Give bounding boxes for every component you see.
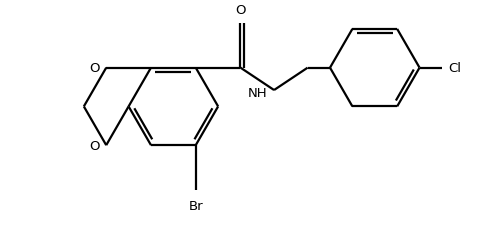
Text: O: O xyxy=(89,62,99,75)
Text: O: O xyxy=(235,4,245,17)
Text: Br: Br xyxy=(188,199,203,212)
Text: NH: NH xyxy=(247,86,267,99)
Text: O: O xyxy=(89,139,99,152)
Text: Cl: Cl xyxy=(448,62,461,75)
